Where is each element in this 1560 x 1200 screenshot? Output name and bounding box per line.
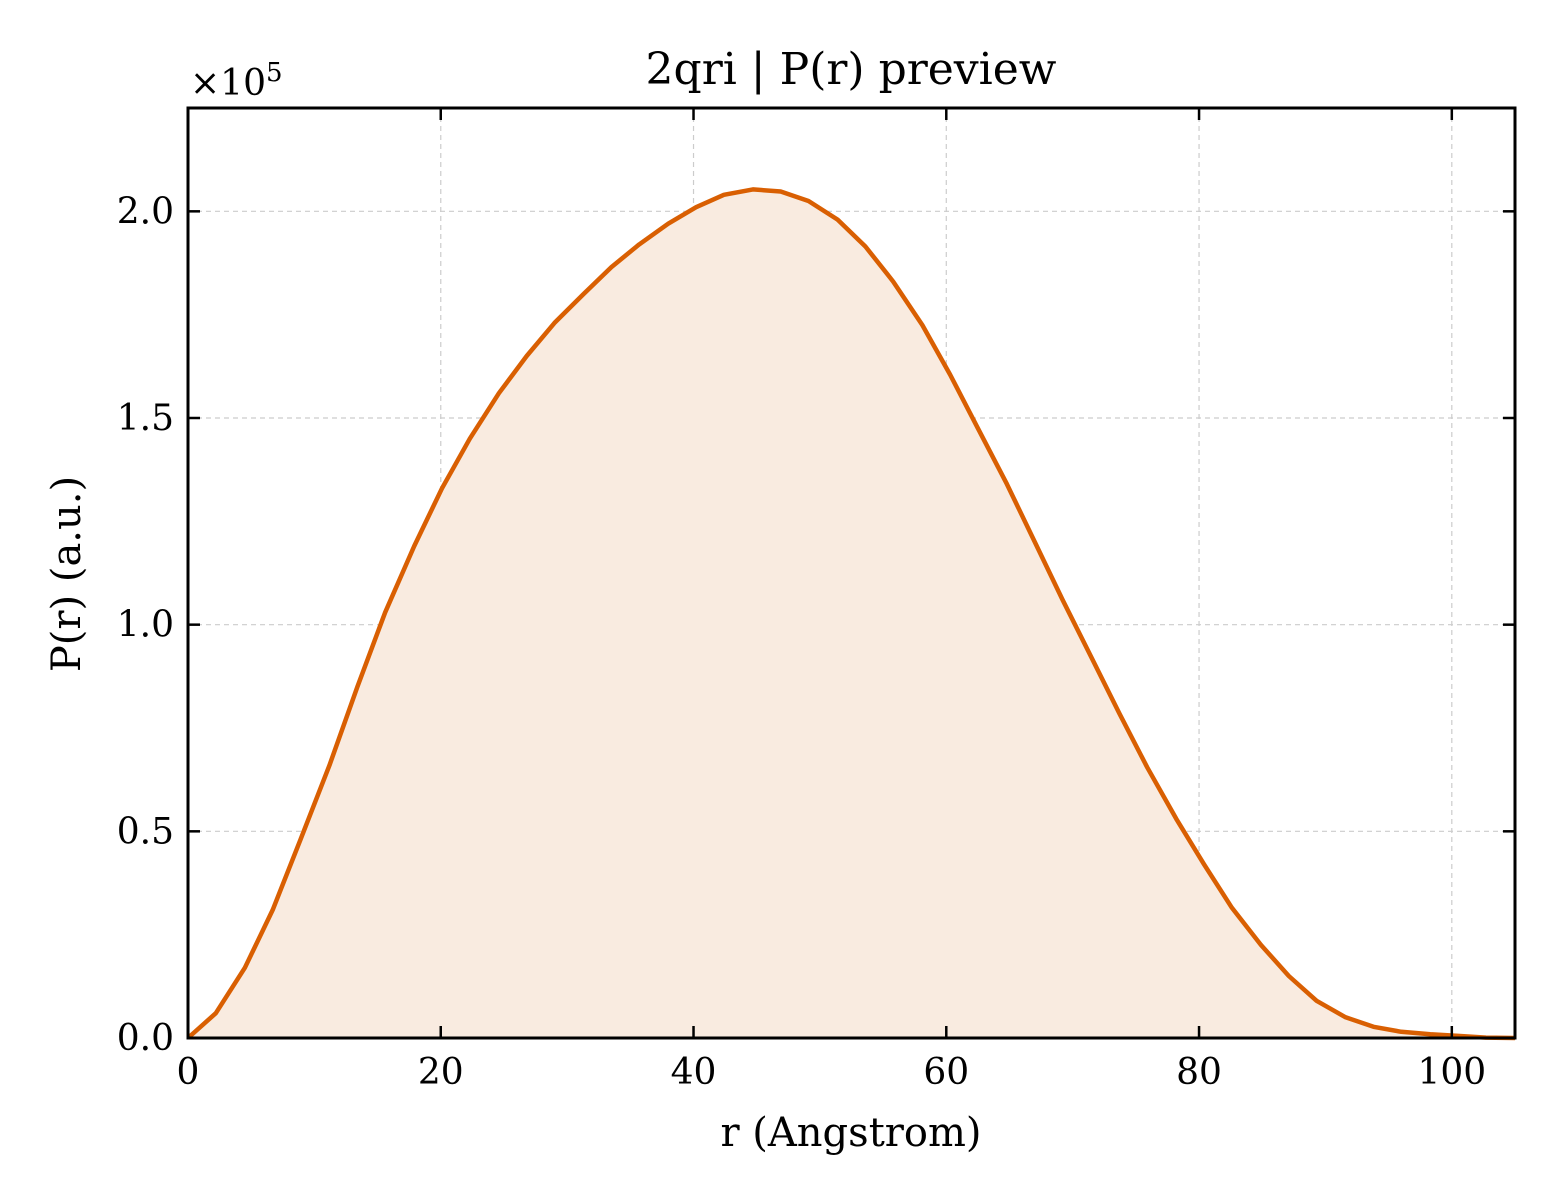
x-tick-label: 0 (177, 1052, 200, 1093)
y-multiplier-base: ×10 (190, 63, 266, 104)
plot-frame (186, 106, 1517, 1040)
y-tick-label: 1.0 (117, 605, 174, 646)
y-tick-label: 1.5 (117, 398, 174, 439)
y-tick-label: 2.0 (117, 191, 174, 232)
y-tick-labels: 0.0 0.5 1.0 1.5 2.0 (117, 191, 174, 1059)
y-tick-label: 0.0 (117, 1018, 174, 1059)
x-tick-label: 60 (923, 1052, 969, 1093)
x-tick-label: 40 (671, 1052, 717, 1093)
y-multiplier-label: ×105 (190, 58, 283, 104)
x-tick-label: 20 (418, 1052, 464, 1093)
pr-curve-line (186, 187, 1516, 1041)
pr-area-fill (188, 189, 1515, 1038)
y-axis-label: P(r) (a.u.) (44, 476, 90, 672)
chart-title: 2qri | P(r) preview (646, 44, 1057, 95)
y-tick-label: 0.5 (117, 811, 174, 852)
x-tick-label: 100 (1417, 1052, 1486, 1093)
x-axis-label: r (Angstrom) (720, 1110, 981, 1156)
x-tick-label: 80 (1176, 1052, 1222, 1093)
x-tick-labels: 0 20 40 60 80 100 (177, 1052, 1487, 1093)
y-multiplier-exponent: 5 (266, 58, 283, 88)
